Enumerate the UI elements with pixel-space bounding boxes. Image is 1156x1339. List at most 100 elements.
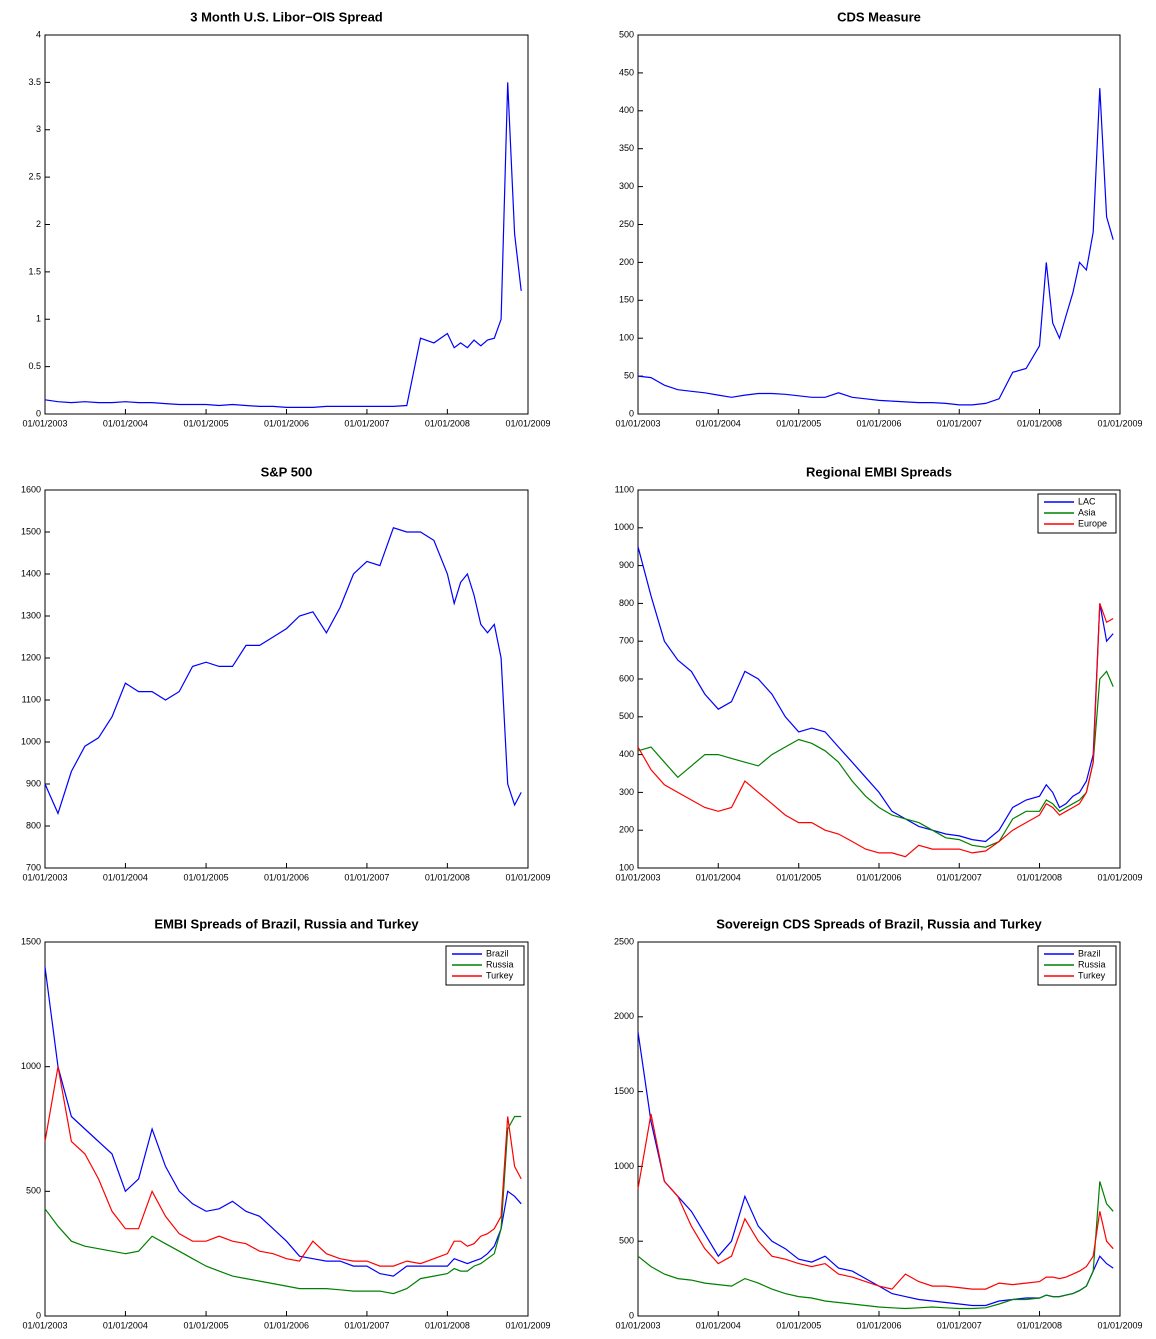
y-tick-label: 0.5 <box>28 361 41 371</box>
legend-label: Asia <box>1078 507 1096 517</box>
chart-panel: CDS Measure 0 50 100 150 200 250 300 350 400 450 50… <box>615 9 1142 428</box>
y-tick-label: 250 <box>619 219 634 229</box>
x-tick-label: 01/01/2008 <box>1017 418 1062 428</box>
x-tick-label: 01/01/2004 <box>103 418 148 428</box>
plot-frame <box>637 34 1121 415</box>
chart-title: Sovereign CDS Spreads of Brazil, Russia … <box>716 916 1042 931</box>
chart-panel: Regional EMBI Spreads 100 200 300 400 500 600 7… <box>614 464 1143 882</box>
plot-frame <box>637 941 1121 1317</box>
y-tick-label: 3 <box>36 124 41 134</box>
y-tick-label: 1 <box>36 314 41 324</box>
chart-panel: Sovereign CDS Spreads of Brazil, Russia … <box>614 916 1143 1330</box>
chart-title: CDS Measure <box>837 9 921 24</box>
y-tick-label: 600 <box>619 673 634 683</box>
y-tick-label: 2 <box>36 219 41 229</box>
x-tick-label: 01/01/2005 <box>776 872 821 882</box>
y-tick-label: 1000 <box>21 736 41 746</box>
x-tick-label: 01/01/2006 <box>264 872 309 882</box>
plot-frame <box>44 941 529 1317</box>
y-tick-label: 1000 <box>614 522 634 532</box>
data-line <box>637 603 1114 858</box>
legend-label: LAC <box>1078 496 1096 506</box>
x-tick-label: 01/01/2004 <box>696 872 741 882</box>
y-tick-label: 1000 <box>614 1161 634 1171</box>
y-tick-label: 700 <box>619 636 634 646</box>
x-tick-label: 01/01/2008 <box>425 872 470 882</box>
y-tick-label: 1500 <box>614 1086 634 1096</box>
legend-label: Brazil <box>1078 948 1101 958</box>
y-tick-label: 1100 <box>615 484 634 494</box>
x-tick-label: 01/01/2009 <box>505 418 550 428</box>
legend-label: Europe <box>1078 518 1107 528</box>
x-tick-label: 01/01/2006 <box>856 1320 901 1330</box>
x-tick-label: 01/01/2009 <box>505 872 550 882</box>
x-tick-label: 01/01/2006 <box>856 872 901 882</box>
x-tick-label: 01/01/2005 <box>184 1320 229 1330</box>
x-tick-label: 01/01/2007 <box>344 418 389 428</box>
chart-title: S&P 500 <box>261 464 313 479</box>
chart-panel: EMBI Spreads of Brazil, Russia and Turke… <box>21 916 551 1330</box>
chart-panel: S&P 500 700 800 900 1000 1100 1200 1300 1400 1500… <box>21 464 551 882</box>
x-tick-label: 01/01/2007 <box>937 1320 982 1330</box>
x-tick-label: 01/01/2009 <box>505 1320 550 1330</box>
x-tick-label: 01/01/2009 <box>1097 872 1142 882</box>
y-tick-label: 500 <box>26 1186 41 1196</box>
y-tick-label: 150 <box>619 295 634 305</box>
y-tick-label: 0 <box>629 1310 634 1320</box>
chart-title: EMBI Spreads of Brazil, Russia and Turke… <box>154 916 419 931</box>
y-tick-label: 4 <box>36 29 41 39</box>
x-tick-label: 01/01/2003 <box>22 872 67 882</box>
x-tick-label: 01/01/2003 <box>615 1320 660 1330</box>
y-tick-label: 500 <box>619 29 634 39</box>
y-tick-label: 0 <box>36 408 41 418</box>
x-tick-label: 01/01/2005 <box>776 1320 821 1330</box>
x-tick-label: 01/01/2006 <box>264 418 309 428</box>
legend-label: Brazil <box>486 948 509 958</box>
y-tick-label: 50 <box>624 370 634 380</box>
x-tick-label: 01/01/2006 <box>264 1320 309 1330</box>
x-tick-label: 01/01/2003 <box>22 418 67 428</box>
y-tick-label: 450 <box>619 67 634 77</box>
x-tick-label: 01/01/2007 <box>344 872 389 882</box>
data-line <box>44 966 522 1277</box>
plot-frame <box>44 34 529 415</box>
legend-label: Russia <box>486 959 514 969</box>
y-tick-label: 800 <box>619 598 634 608</box>
y-tick-label: 1600 <box>21 484 41 494</box>
y-tick-label: 0 <box>629 408 634 418</box>
legend-label: Turkey <box>1078 970 1106 980</box>
chart-panel: 3 Month U.S. Libor−OIS Spread 0 0.5 1 1.5 2 2.… <box>22 9 550 428</box>
x-tick-label: 01/01/2004 <box>696 1320 741 1330</box>
chart-title: Regional EMBI Spreads <box>806 464 952 479</box>
legend-label: Turkey <box>486 970 514 980</box>
y-tick-label: 350 <box>619 143 634 153</box>
y-tick-label: 300 <box>619 181 634 191</box>
y-tick-label: 2.5 <box>28 172 41 182</box>
x-tick-label: 01/01/2004 <box>103 1320 148 1330</box>
legend-label: Russia <box>1078 959 1106 969</box>
x-tick-label: 01/01/2008 <box>425 418 470 428</box>
x-tick-label: 01/01/2005 <box>184 418 229 428</box>
y-tick-label: 200 <box>619 825 634 835</box>
x-tick-label: 01/01/2003 <box>615 872 660 882</box>
y-tick-label: 800 <box>26 820 41 830</box>
y-tick-label: 400 <box>619 105 634 115</box>
data-line <box>637 1113 1114 1290</box>
x-tick-label: 01/01/2007 <box>937 872 982 882</box>
x-tick-label: 01/01/2003 <box>22 1320 67 1330</box>
plot-frame <box>637 489 1121 869</box>
y-tick-label: 3.5 <box>28 77 41 87</box>
x-tick-label: 01/01/2004 <box>696 418 741 428</box>
y-tick-label: 1500 <box>21 936 41 946</box>
data-line <box>44 1115 522 1295</box>
data-line <box>637 1181 1114 1310</box>
x-tick-label: 01/01/2007 <box>937 418 982 428</box>
x-tick-label: 01/01/2003 <box>615 418 660 428</box>
x-tick-label: 01/01/2009 <box>1097 418 1142 428</box>
data-line <box>637 88 1114 406</box>
y-tick-label: 100 <box>619 862 634 872</box>
x-tick-label: 01/01/2008 <box>425 1320 470 1330</box>
y-tick-label: 1.5 <box>28 266 41 276</box>
